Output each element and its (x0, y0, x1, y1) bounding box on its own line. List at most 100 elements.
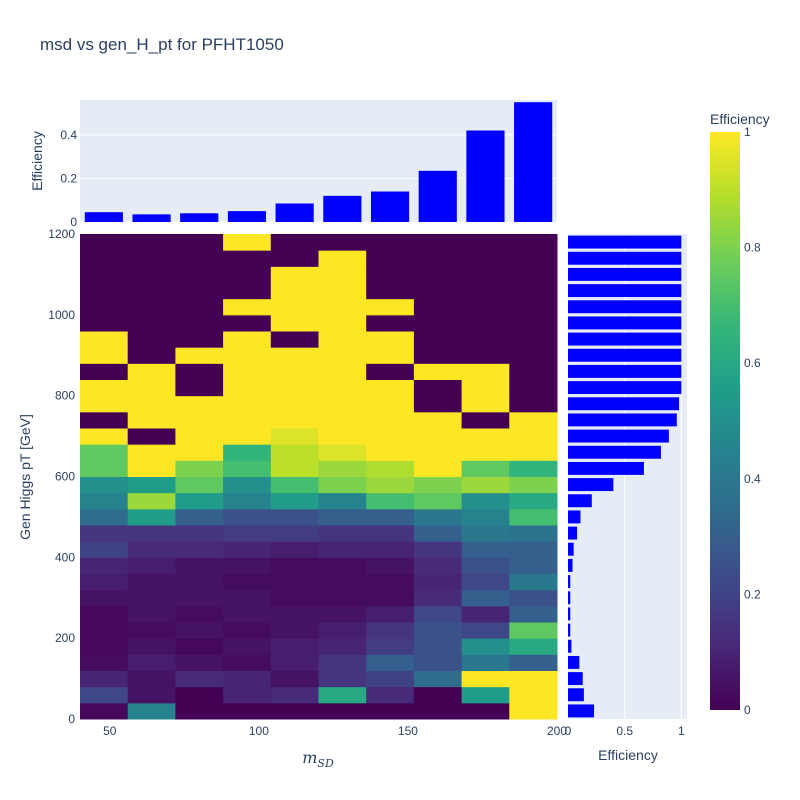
right-histogram-bar (568, 316, 682, 330)
right-histogram-background (568, 234, 687, 719)
heatmap-cell (461, 444, 510, 461)
right-histogram-bar (568, 332, 682, 346)
heatmap-cell (413, 686, 463, 704)
heatmap-cell (270, 670, 319, 688)
heatmap-cell (223, 314, 272, 332)
heatmap-cell (175, 331, 224, 348)
heatmap-cell (461, 686, 510, 704)
heatmap-cell (127, 654, 176, 671)
heatmap-cell (366, 266, 415, 283)
heatmap-cell (318, 444, 367, 461)
heatmap-cell (127, 670, 176, 688)
colorbar-tick-label: 1 (744, 125, 751, 139)
heatmap-cell (413, 638, 463, 655)
heatmap-cell (318, 476, 367, 494)
heatmap-cell (509, 573, 558, 591)
right-histogram-bar (568, 526, 578, 540)
heatmap-cell (413, 250, 463, 267)
heatmap-cell (413, 379, 463, 397)
heatmap-cell (80, 670, 129, 688)
heatmap-cell (175, 686, 224, 704)
heatmap-cell (318, 250, 367, 267)
heatmap-cell (270, 508, 319, 526)
colorbar-tick-label: 0.2 (744, 587, 761, 601)
heatmap-cell (509, 331, 558, 348)
right-histogram-bar (568, 397, 680, 411)
right-histogram-bar (568, 348, 682, 362)
right-histogram-bar (568, 655, 580, 669)
heatmap-cell (80, 654, 129, 671)
y-tick-label: 200 (55, 631, 75, 645)
heatmap-cell (223, 525, 272, 542)
heatmap-cell (223, 411, 272, 429)
heatmap-cell (366, 508, 415, 526)
heatmap-cell (223, 508, 272, 526)
x-tick-label: 200 (547, 724, 567, 738)
heatmap-cell (413, 266, 463, 283)
heatmap-cell (127, 250, 176, 267)
heatmap-cell (509, 347, 558, 364)
heatmap-cell (127, 444, 176, 461)
heatmap-cell (175, 314, 224, 332)
heatmap-cell (270, 282, 319, 300)
heatmap-cell (270, 428, 319, 445)
top-histogram-bars (84, 102, 553, 222)
heatmap-cell (318, 331, 367, 348)
heatmap-cell (366, 395, 415, 413)
heatmap-cell (366, 331, 415, 348)
heatmap-cell (270, 411, 319, 429)
heatmap-cell (461, 298, 510, 316)
heatmap-cell (366, 476, 415, 494)
heatmap-cell (366, 573, 415, 591)
heatmap-cell (175, 589, 224, 607)
heatmap-cell (270, 573, 319, 591)
right-histogram-bar (568, 413, 677, 427)
heatmap-cell (318, 605, 367, 623)
heatmap-cell (413, 363, 463, 380)
heatmap-cell (366, 702, 415, 720)
heatmap-cell (366, 557, 415, 574)
right-histogram-bar (568, 575, 571, 589)
heatmap-cell (318, 428, 367, 445)
y-tick-label: 1000 (48, 308, 75, 322)
heatmap-cell (366, 622, 415, 639)
heatmap-cell (270, 476, 319, 494)
heatmap-cell (175, 541, 224, 558)
heatmap-cell (270, 395, 319, 413)
heatmap-cell (509, 492, 558, 510)
heatmap-cell (413, 622, 463, 639)
heatmap-cell (175, 282, 224, 300)
heatmap-cell (509, 282, 558, 300)
right-histogram-bar (568, 672, 583, 686)
top-y-tick-label: 0.2 (60, 171, 77, 185)
heatmap-cell (80, 363, 129, 380)
heatmap-cell (80, 508, 129, 526)
heatmap-cell (270, 541, 319, 558)
heatmap-cell (366, 282, 415, 300)
heatmap-cell (366, 250, 415, 267)
heatmap-cell (461, 411, 510, 429)
heatmap-cell (270, 605, 319, 623)
heatmap-cell (461, 347, 510, 364)
heatmap-cell (413, 460, 463, 477)
top-histogram-bar (227, 211, 267, 222)
heatmap-cell (509, 508, 558, 526)
heatmap-cell (80, 428, 129, 445)
heatmap-cell (80, 557, 129, 574)
heatmap-cell (127, 363, 176, 380)
heatmap-cell (318, 282, 367, 300)
heatmap-cell (270, 638, 319, 655)
heatmap-cell (270, 460, 319, 477)
heatmap-cell (127, 395, 176, 413)
heatmap-cell (80, 444, 129, 461)
heatmap-cell (413, 654, 463, 671)
heatmap-cell (127, 622, 176, 639)
heatmap-cell (80, 460, 129, 477)
heatmap-cell (509, 654, 558, 671)
heatmap-cell (413, 589, 463, 607)
heatmap-cell (80, 266, 129, 283)
heatmap-cell (223, 589, 272, 607)
heatmap-cell (461, 250, 510, 267)
heatmap-cell (318, 411, 367, 429)
heatmap-cell (270, 702, 319, 720)
